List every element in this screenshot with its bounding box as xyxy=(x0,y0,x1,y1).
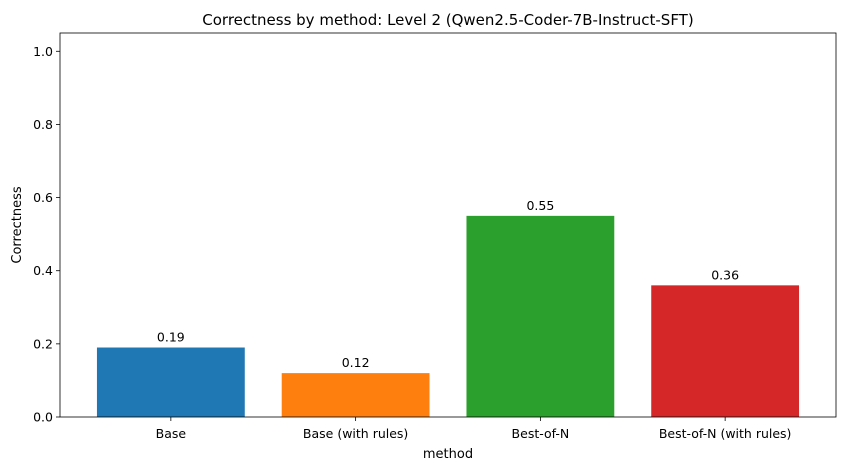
y-tick-label: 0.8 xyxy=(33,117,53,132)
bar xyxy=(281,373,430,417)
bar xyxy=(651,285,800,417)
bar-value-label: 0.19 xyxy=(157,330,185,345)
bar xyxy=(96,347,245,417)
x-tick-label: Best-of-N xyxy=(512,426,570,441)
y-tick-label: 0.6 xyxy=(33,190,53,205)
y-tick-label: 0.0 xyxy=(33,410,53,425)
plot-area: 0.0 0.2 0.4 0.6 0.8 1.0 0.19 Base 0.12 Base (with… xyxy=(33,44,800,441)
y-tick-label: 1.0 xyxy=(33,44,53,59)
x-tick-label: Base (with rules) xyxy=(303,426,408,441)
bar-value-label: 0.55 xyxy=(526,198,554,213)
plot-frame xyxy=(59,32,837,418)
x-axis-label: method xyxy=(423,447,473,462)
y-tick-label: 0.2 xyxy=(33,336,53,351)
x-tick-label: Base xyxy=(156,426,187,441)
bar xyxy=(466,215,615,417)
bar-value-label: 0.36 xyxy=(711,267,739,282)
chart-title: Correctness by method: Level 2 (Qwen2.5-… xyxy=(202,11,693,29)
x-tick-label: Best-of-N (with rules) xyxy=(659,426,792,441)
bar-value-label: 0.12 xyxy=(342,355,370,370)
y-axis-label: Correctness xyxy=(10,186,25,263)
y-tick-label: 0.4 xyxy=(33,263,53,278)
